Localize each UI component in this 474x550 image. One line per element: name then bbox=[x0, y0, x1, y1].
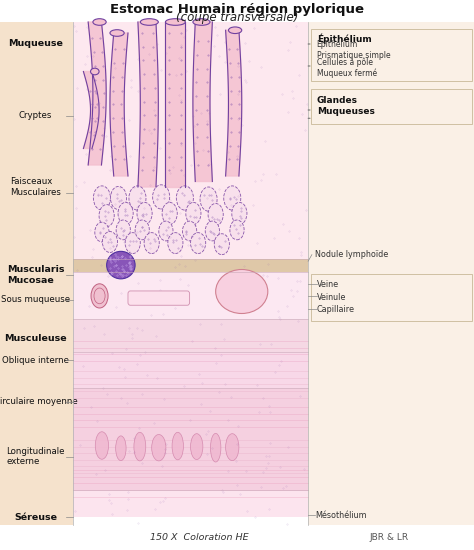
Text: Nodule lymphoïde: Nodule lymphoïde bbox=[315, 250, 389, 259]
Ellipse shape bbox=[129, 186, 146, 210]
Ellipse shape bbox=[135, 220, 149, 240]
Text: Estomac Humain région pylorique: Estomac Humain région pylorique bbox=[110, 3, 364, 16]
Bar bbox=[308, 22, 474, 525]
Text: Mésothélium: Mésothélium bbox=[315, 511, 367, 520]
Ellipse shape bbox=[232, 202, 247, 224]
Polygon shape bbox=[193, 22, 212, 182]
Polygon shape bbox=[165, 22, 185, 187]
Bar bbox=[73, 490, 308, 517]
Text: Veine: Veine bbox=[317, 280, 339, 289]
Text: Épithélium: Épithélium bbox=[317, 33, 372, 44]
Polygon shape bbox=[88, 22, 106, 165]
Text: 150 X  Coloration HE: 150 X Coloration HE bbox=[150, 534, 248, 542]
Ellipse shape bbox=[205, 221, 219, 241]
Ellipse shape bbox=[186, 202, 201, 224]
Bar bbox=[0, 22, 73, 525]
Ellipse shape bbox=[91, 284, 108, 308]
Ellipse shape bbox=[99, 205, 114, 227]
Ellipse shape bbox=[140, 19, 158, 25]
Ellipse shape bbox=[137, 202, 152, 224]
Ellipse shape bbox=[110, 30, 124, 36]
Text: Capillaire: Capillaire bbox=[317, 305, 355, 314]
Ellipse shape bbox=[116, 220, 130, 240]
Bar bbox=[73, 258, 308, 272]
Text: Glandes
Muqueuses: Glandes Muqueuses bbox=[317, 96, 374, 115]
Ellipse shape bbox=[182, 221, 197, 241]
Ellipse shape bbox=[93, 19, 106, 25]
Polygon shape bbox=[226, 30, 242, 176]
FancyBboxPatch shape bbox=[311, 89, 472, 124]
Ellipse shape bbox=[91, 68, 99, 75]
Text: Cryptes: Cryptes bbox=[19, 111, 52, 120]
Bar bbox=[73, 388, 308, 490]
Ellipse shape bbox=[118, 202, 133, 224]
Text: Longitudinale
externe: Longitudinale externe bbox=[6, 447, 65, 466]
Text: Circulaire moyenne: Circulaire moyenne bbox=[0, 397, 77, 406]
Ellipse shape bbox=[125, 233, 140, 254]
Ellipse shape bbox=[226, 433, 239, 461]
Ellipse shape bbox=[102, 232, 118, 252]
Ellipse shape bbox=[172, 432, 183, 460]
Polygon shape bbox=[138, 22, 158, 187]
Polygon shape bbox=[83, 72, 99, 148]
Text: Muqueuse: Muqueuse bbox=[8, 40, 63, 48]
FancyBboxPatch shape bbox=[311, 29, 472, 81]
Text: JBR & LR: JBR & LR bbox=[369, 534, 408, 542]
Ellipse shape bbox=[107, 251, 135, 279]
Ellipse shape bbox=[176, 186, 193, 210]
Text: Veinule: Veinule bbox=[317, 293, 346, 301]
Ellipse shape bbox=[191, 233, 206, 254]
Bar bbox=[73, 319, 308, 352]
Text: Oblique interne: Oblique interne bbox=[2, 356, 69, 365]
Ellipse shape bbox=[134, 432, 146, 461]
Ellipse shape bbox=[200, 187, 217, 211]
Text: Séreuse: Séreuse bbox=[14, 513, 57, 521]
Ellipse shape bbox=[93, 186, 110, 210]
Ellipse shape bbox=[216, 270, 268, 314]
Bar bbox=[73, 272, 308, 319]
Ellipse shape bbox=[214, 234, 229, 255]
Ellipse shape bbox=[153, 185, 170, 209]
Bar bbox=[73, 22, 308, 258]
Ellipse shape bbox=[224, 186, 241, 210]
Polygon shape bbox=[110, 33, 128, 176]
Ellipse shape bbox=[191, 433, 203, 460]
FancyBboxPatch shape bbox=[311, 274, 472, 321]
Ellipse shape bbox=[144, 233, 159, 254]
Ellipse shape bbox=[228, 27, 242, 34]
Text: Cellules à pôle
Muqueux fermé: Cellules à pôle Muqueux fermé bbox=[317, 57, 377, 78]
Ellipse shape bbox=[116, 436, 126, 461]
Text: Musculeuse: Musculeuse bbox=[4, 334, 67, 343]
Ellipse shape bbox=[95, 222, 109, 242]
Ellipse shape bbox=[208, 204, 223, 226]
Ellipse shape bbox=[110, 186, 127, 210]
Text: Sous muqueuse: Sous muqueuse bbox=[1, 295, 70, 304]
Ellipse shape bbox=[193, 19, 210, 25]
Text: Faisceaux
Musculaires: Faisceaux Musculaires bbox=[10, 177, 61, 197]
Ellipse shape bbox=[95, 432, 109, 459]
Ellipse shape bbox=[210, 433, 221, 462]
Ellipse shape bbox=[152, 434, 166, 461]
Ellipse shape bbox=[165, 19, 185, 25]
Bar bbox=[73, 352, 308, 388]
Text: (coupe transversale): (coupe transversale) bbox=[176, 11, 298, 24]
Text: Épithélium
Prismatique simple: Épithélium Prismatique simple bbox=[317, 39, 390, 60]
Ellipse shape bbox=[168, 233, 183, 254]
Ellipse shape bbox=[162, 202, 177, 224]
Ellipse shape bbox=[230, 220, 244, 240]
Ellipse shape bbox=[159, 221, 173, 241]
FancyBboxPatch shape bbox=[128, 291, 190, 305]
Text: Muscularis
Mucosae: Muscularis Mucosae bbox=[7, 265, 64, 285]
